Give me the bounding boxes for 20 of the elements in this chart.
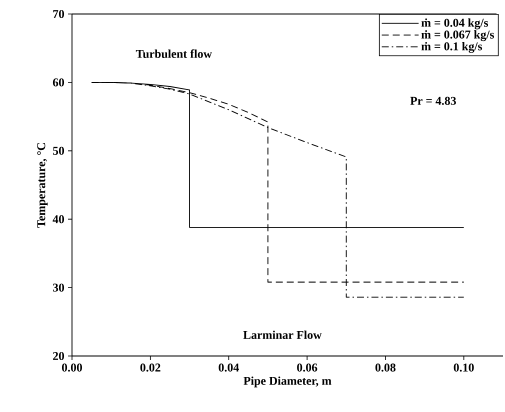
x-tick-label: 0.08: [375, 364, 396, 372]
y-tick-label: 70: [53, 10, 64, 18]
x-tick-label: 0.02: [140, 364, 160, 372]
y-tick-label: 30: [52, 284, 64, 292]
legend-label: ṁ = 0.1 kg/s: [421, 42, 482, 53]
y-tick-label: 40: [52, 215, 64, 224]
y-tick-label: 60: [52, 78, 64, 86]
annotation: Pr = 4.83: [410, 96, 456, 105]
annotation: Turbulent flow: [136, 49, 212, 58]
x-tick-label: 0.04: [218, 364, 239, 372]
y-axis-title: Temperature, °C: [37, 143, 48, 228]
y-tick-label: 50: [53, 146, 64, 155]
annotation: Larminar Flow: [243, 330, 322, 339]
x-tick-label: 0.10: [454, 364, 474, 372]
x-tick-label: 0.06: [297, 364, 318, 372]
legend-label: ṁ = 0.067 kg/s: [421, 30, 494, 42]
x-tick-label: 0.00: [62, 364, 82, 372]
y-tick-label: 20: [53, 352, 64, 360]
x-axis-title: Pipe Diameter, m: [244, 376, 332, 388]
legend-label: ṁ = 0.04 kg/s: [421, 18, 488, 30]
